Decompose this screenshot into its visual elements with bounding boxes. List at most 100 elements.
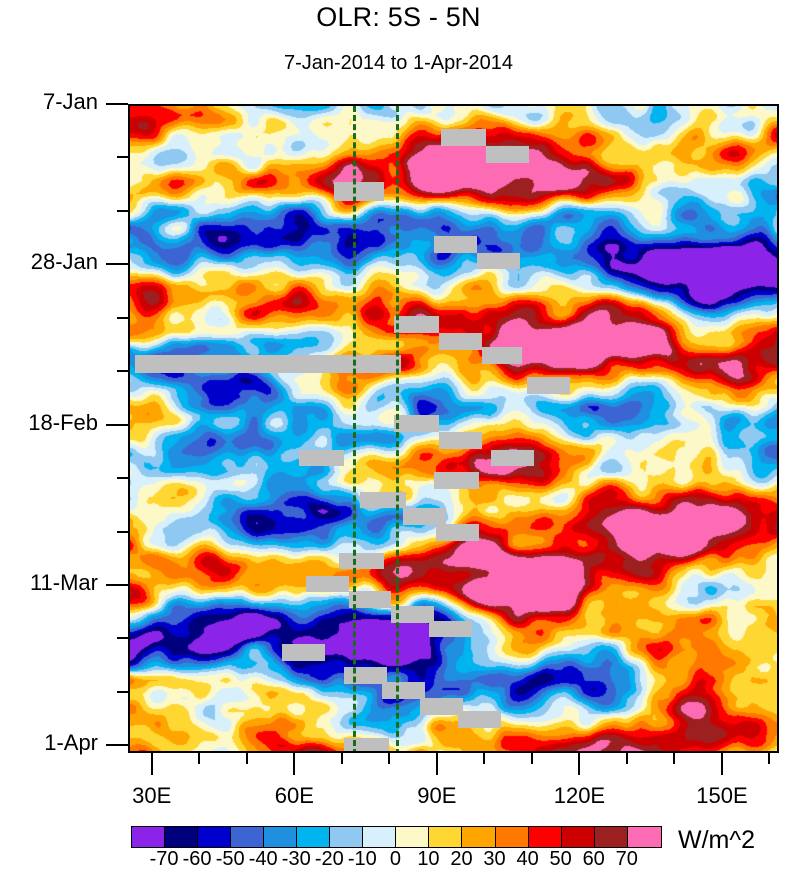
colorbar-tick-label-10: 30 bbox=[483, 848, 506, 870]
x-axis-major-tick bbox=[150, 753, 153, 775]
missing-data-mask-box bbox=[476, 252, 520, 270]
y-axis-minor-tick bbox=[117, 209, 128, 212]
missing-data-mask-box bbox=[298, 449, 344, 467]
y-axis-major-tick bbox=[106, 103, 128, 105]
colorbar-swatch-3 bbox=[231, 827, 265, 847]
missing-data-mask-box bbox=[436, 524, 480, 542]
y-axis-minor-tick bbox=[117, 637, 128, 640]
colorbar-tick-label-13: 60 bbox=[582, 848, 605, 870]
colorbar-tick-label-14: 70 bbox=[615, 848, 638, 870]
x-axis-minor-tick bbox=[245, 753, 248, 764]
x-axis-minor-tick bbox=[340, 753, 343, 764]
missing-data-mask-box bbox=[282, 644, 325, 662]
missing-data-mask-box bbox=[334, 182, 385, 201]
colorbar-swatch-8 bbox=[396, 827, 430, 847]
colorbar-swatch-9 bbox=[429, 827, 463, 847]
colorbar-swatch-0 bbox=[132, 827, 166, 847]
y-axis-minor-tick bbox=[117, 690, 128, 693]
x-axis-major-tick bbox=[720, 753, 723, 775]
missing-data-mask-box bbox=[438, 432, 482, 449]
colorbar-swatch-13 bbox=[561, 827, 595, 847]
colorbar-tick-label-12: 50 bbox=[549, 848, 572, 870]
x-axis-minor-tick bbox=[530, 753, 533, 764]
longitude-reference-line bbox=[396, 106, 400, 751]
x-axis-minor-tick bbox=[388, 753, 391, 764]
x-axis-major-tick bbox=[293, 753, 296, 775]
colorbar-swatch-14 bbox=[594, 827, 628, 847]
colorbar bbox=[131, 826, 662, 848]
colorbar-swatch-12 bbox=[528, 827, 562, 847]
x-axis-minor-tick bbox=[673, 753, 676, 764]
colorbar-tick-label-8: 10 bbox=[417, 848, 440, 870]
colorbar-swatch-11 bbox=[495, 827, 529, 847]
colorbar-swatch-15 bbox=[627, 827, 661, 847]
y-axis-minor-tick bbox=[117, 316, 128, 319]
x-axis-minor-tick bbox=[625, 753, 628, 764]
x-axis-label-1: 60E bbox=[274, 783, 314, 808]
missing-data-mask-box bbox=[393, 415, 439, 433]
missing-data-mask-layer bbox=[130, 106, 777, 751]
y-axis-minor-tick bbox=[117, 370, 128, 373]
colorbar-tick-label-4: -30 bbox=[281, 848, 311, 870]
missing-data-mask-box bbox=[441, 128, 487, 146]
missing-data-mask-box bbox=[434, 235, 477, 253]
x-axis-label-0: 30E bbox=[132, 783, 172, 808]
colorbar-swatch-10 bbox=[462, 827, 496, 847]
colorbar-swatch-7 bbox=[363, 827, 397, 847]
colorbar-swatch-2 bbox=[198, 827, 232, 847]
colorbar-tick-label-1: -60 bbox=[182, 848, 212, 870]
missing-data-mask-box bbox=[305, 575, 349, 593]
longitude-reference-line bbox=[353, 106, 357, 751]
colorbar-swatch-5 bbox=[297, 827, 331, 847]
colorbar-swatch-6 bbox=[330, 827, 364, 847]
colorbar-units-label: W/m^2 bbox=[678, 826, 756, 854]
colorbar-tick-label-2: -50 bbox=[215, 848, 245, 870]
colorbar-tick-label-7: 0 bbox=[389, 848, 401, 870]
y-axis-minor-tick bbox=[117, 156, 128, 159]
colorbar-swatch-1 bbox=[165, 827, 199, 847]
missing-data-mask-box bbox=[339, 552, 385, 570]
missing-data-mask-box bbox=[348, 590, 392, 608]
colorbar-tick-label-0: -70 bbox=[149, 848, 179, 870]
missing-data-mask-box bbox=[486, 145, 530, 163]
y-axis-label-2: 18-Feb bbox=[28, 409, 98, 435]
missing-data-mask-box bbox=[381, 682, 425, 700]
missing-data-mask-box bbox=[429, 620, 473, 638]
y-axis-label-1: 28-Jan bbox=[30, 249, 98, 275]
y-axis-label-4: 1-Apr bbox=[44, 730, 98, 756]
olr-contour-field bbox=[130, 106, 777, 751]
y-axis-major-tick bbox=[106, 263, 128, 266]
x-axis-major-tick bbox=[578, 753, 581, 775]
hovmoller-plot-area bbox=[128, 104, 779, 753]
y-axis-major-tick bbox=[106, 423, 128, 426]
colorbar-ticks: -70 -60 -50 -40 -30 -20 -10 0 10 20 30 40 50 60 70 bbox=[131, 848, 660, 870]
missing-data-mask-box bbox=[391, 606, 435, 623]
missing-data-mask-box bbox=[438, 332, 482, 350]
missing-data-mask-box bbox=[360, 491, 406, 509]
x-axis-label-3: 120E bbox=[553, 783, 606, 808]
y-axis-major-tick bbox=[106, 744, 128, 747]
x-axis-label-2: 90E bbox=[417, 783, 457, 808]
x-axis-minor-tick bbox=[198, 753, 201, 764]
colorbar-tick-label-5: -20 bbox=[314, 848, 344, 870]
missing-data-mask-box bbox=[457, 711, 501, 729]
y-axis-label-3: 11-Mar bbox=[29, 570, 98, 596]
colorbar-tick-label-6: -10 bbox=[347, 848, 377, 870]
missing-data-mask-box bbox=[134, 354, 401, 374]
missing-data-mask-box bbox=[403, 508, 446, 526]
colorbar-tick-label-3: -40 bbox=[248, 848, 278, 870]
missing-data-mask-box bbox=[419, 697, 463, 715]
colorbar-swatch-4 bbox=[264, 827, 298, 847]
missing-data-mask-box bbox=[434, 472, 480, 490]
reference-line-layer bbox=[130, 106, 777, 751]
colorbar-tick-label-9: 20 bbox=[450, 848, 473, 870]
x-axis-minor-tick bbox=[483, 753, 486, 764]
missing-data-mask-box bbox=[526, 377, 570, 394]
x-axis-major-tick bbox=[435, 753, 438, 775]
missing-data-mask-box bbox=[393, 315, 439, 333]
chart-title: OLR: 5S - 5N bbox=[316, 2, 481, 32]
missing-data-mask-box bbox=[481, 347, 522, 365]
x-axis-minor-tick bbox=[768, 753, 771, 764]
x-axis-label-4: 150E bbox=[696, 783, 748, 808]
colorbar-tick-label-11: 40 bbox=[516, 848, 539, 870]
